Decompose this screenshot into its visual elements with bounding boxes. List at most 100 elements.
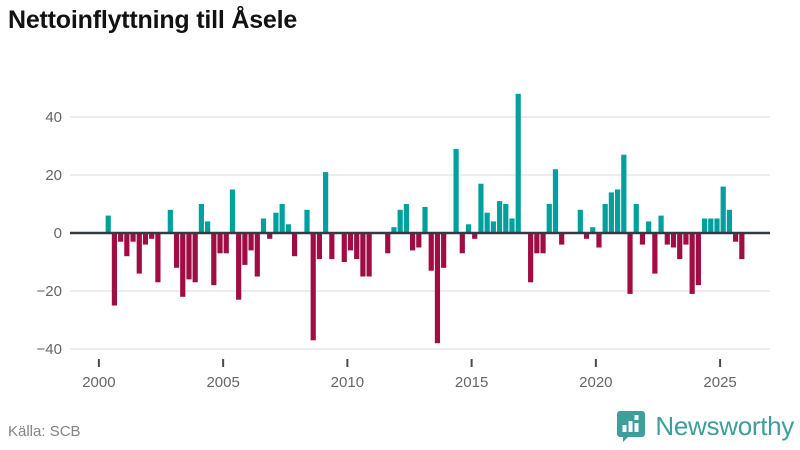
- bar-2017-Q3: [534, 233, 540, 254]
- bar-2019-Q2: [577, 209, 583, 233]
- bar-2024-Q1: [695, 233, 701, 286]
- bar-2006-Q3: [260, 218, 267, 233]
- x-axis-label-2020: 2020: [579, 374, 612, 391]
- bar-2006-Q1: [248, 233, 254, 251]
- x-axis-label-2015: 2015: [455, 374, 488, 391]
- bar-2009-Q4: [341, 233, 347, 262]
- bar-2025-Q3: [733, 233, 739, 242]
- y-axis-label-40: 40: [45, 109, 62, 126]
- x-axis-label-2025: 2025: [703, 374, 736, 391]
- bar-2005-Q2: [229, 189, 236, 233]
- bar-2013-Q3: [434, 233, 441, 344]
- bar-2006-Q2: [254, 233, 260, 277]
- bar-2015-Q3: [484, 212, 490, 233]
- bar-2021-Q1: [621, 154, 627, 233]
- bar-2010-Q3: [360, 233, 366, 277]
- bar-2010-Q4: [366, 233, 372, 277]
- bar-2002-Q4: [167, 209, 173, 233]
- bar-2022-Q2: [652, 233, 658, 274]
- bar-2023-Q4: [689, 233, 695, 294]
- bar-2024-Q2: [701, 218, 708, 233]
- bar-2016-Q1: [496, 201, 503, 233]
- bar-2006-Q4: [267, 233, 273, 239]
- bar-2011-Q3: [385, 233, 391, 254]
- bar-2020-Q4: [615, 189, 621, 233]
- bar-2024-Q4: [714, 218, 720, 233]
- bar-2008-Q2: [304, 209, 310, 233]
- bar-2002-Q1: [149, 233, 155, 239]
- x-axis-label-2010: 2010: [331, 374, 364, 391]
- bar-2005-Q1: [223, 233, 229, 254]
- bar-2003-Q3: [186, 233, 192, 280]
- bar-2007-Q4: [291, 233, 298, 257]
- y-axis-label-0: 0: [54, 225, 62, 242]
- x-axis-label-2000: 2000: [82, 374, 115, 391]
- bar-2015-Q4: [490, 221, 496, 233]
- bar-2001-Q1: [124, 233, 130, 257]
- bar-chart-plot: 40 20 0 −20 −40 2000 2005 2010 2015 2020 2025: [37, 93, 770, 391]
- y-axis-label--20: −20: [37, 283, 62, 300]
- bar-2011-Q4: [391, 227, 397, 233]
- bar-2008-Q3: [310, 233, 316, 341]
- bar-2010-Q1: [347, 233, 354, 251]
- bar-2022-Q4: [664, 233, 670, 245]
- bar-2016-Q4: [515, 93, 521, 233]
- bar-2025-Q4: [739, 233, 745, 260]
- bar-2003-Q4: [192, 233, 198, 283]
- bar-2023-Q1: [670, 233, 677, 248]
- bar-2001-Q4: [142, 233, 149, 245]
- bar-2017-Q2: [528, 233, 534, 283]
- bar-2019-Q4: [590, 227, 596, 233]
- bar-2003-Q1: [173, 233, 180, 268]
- bar-2002-Q2: [155, 233, 161, 283]
- bar-2020-Q1: [596, 233, 602, 248]
- bar-2009-Q1: [323, 172, 329, 233]
- bar-2004-Q1: [198, 204, 204, 233]
- newsworthy-brand: Newsworthy: [616, 410, 794, 442]
- bar-2000-Q4: [118, 233, 124, 242]
- bar-2004-Q3: [211, 233, 217, 286]
- bar-2007-Q2: [279, 204, 285, 233]
- bar-2009-Q2: [329, 233, 335, 260]
- bar-2021-Q3: [633, 204, 639, 233]
- x-axis-label-2005: 2005: [206, 374, 239, 391]
- bar-2010-Q2: [354, 233, 360, 260]
- bar-2022-Q3: [658, 215, 664, 233]
- bar-2014-Q2: [453, 148, 459, 233]
- bar-2005-Q3: [236, 233, 242, 300]
- bar-2015-Q1: [472, 233, 478, 239]
- y-axis-label-20: 20: [45, 167, 62, 184]
- chart-footer: Källa: SCB Newsworthy: [0, 408, 800, 442]
- bar-2018-Q2: [552, 169, 559, 233]
- bar-2017-Q4: [540, 233, 546, 254]
- bar-2016-Q2: [503, 204, 509, 233]
- bar-2018-Q3: [559, 233, 565, 245]
- bar-2019-Q3: [583, 233, 590, 239]
- bar-2012-Q4: [416, 233, 422, 248]
- source-label: Källa: SCB: [8, 423, 81, 440]
- bar-2012-Q2: [403, 204, 409, 233]
- bar-2013-Q1: [422, 206, 428, 233]
- bar-2000-Q3: [111, 233, 118, 306]
- bar-2023-Q2: [677, 233, 683, 260]
- bar-2021-Q4: [639, 233, 646, 245]
- bar-2014-Q3: [459, 233, 465, 254]
- bar-2012-Q3: [410, 233, 416, 251]
- newsworthy-logo-icon: [617, 411, 646, 442]
- bar-2004-Q2: [205, 221, 211, 233]
- bar-2003-Q2: [180, 233, 186, 297]
- bar-2013-Q4: [441, 233, 447, 268]
- bar-2023-Q3: [683, 233, 689, 245]
- bar-2022-Q1: [646, 221, 652, 233]
- bar-2004-Q4: [217, 233, 223, 254]
- y-axis-label--40: −40: [37, 341, 62, 358]
- bar-2024-Q3: [708, 218, 714, 233]
- bar-2013-Q2: [428, 233, 434, 271]
- bar-2001-Q2: [130, 233, 136, 242]
- bar-2015-Q2: [478, 183, 484, 233]
- bar-2020-Q3: [608, 192, 614, 233]
- bar-2001-Q3: [136, 233, 142, 274]
- bar-2000-Q2: [105, 215, 111, 233]
- bar-2007-Q3: [285, 224, 291, 233]
